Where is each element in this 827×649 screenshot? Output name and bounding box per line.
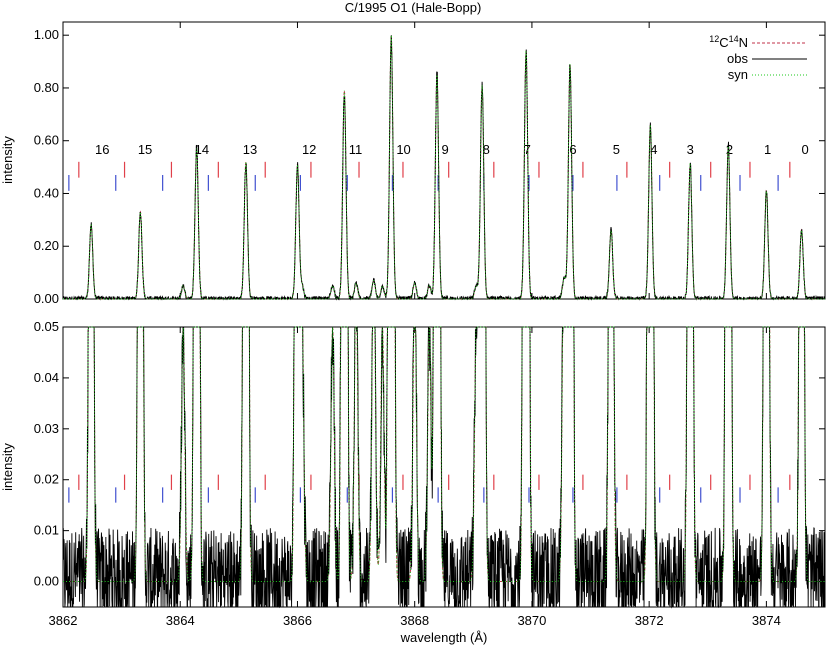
bot-xtick-label: 3868 bbox=[400, 613, 429, 628]
line-label: 8 bbox=[483, 142, 490, 157]
line-label: 11 bbox=[349, 142, 363, 157]
bot-ytick-label: 0.03 bbox=[34, 421, 59, 436]
top-x-axis bbox=[62, 22, 767, 299]
line-label: 0 bbox=[801, 142, 808, 157]
top-y-axis: 0.00 0.20 0.40 0.60 0.80 1.00 bbox=[34, 27, 825, 306]
bottom-series-group bbox=[62, 326, 826, 609]
top-obs-series-line bbox=[62, 35, 826, 301]
top-ylabel: intensity bbox=[0, 136, 15, 184]
line-label: 13 bbox=[243, 142, 257, 157]
bot-ytick-label: 0.02 bbox=[34, 472, 59, 487]
bot-ytick-label: 0.01 bbox=[34, 523, 59, 538]
bottom-line-annotations bbox=[68, 474, 791, 503]
line-label: 14 bbox=[195, 142, 209, 157]
line-label: 7 bbox=[524, 142, 531, 157]
line-label: 2 bbox=[726, 142, 733, 157]
legend: 12C14N obs syn bbox=[709, 34, 807, 82]
bot-ytick-label: 0.04 bbox=[34, 370, 59, 385]
bot-xtick-label: 3872 bbox=[635, 613, 664, 628]
figure-title: C/1995 O1 (Hale-Bopp) bbox=[345, 0, 482, 15]
top-ytick-label: 0.40 bbox=[34, 185, 59, 200]
top-plot-frame bbox=[62, 21, 826, 300]
top-panel: intensity 0.000.200.400.600.801.00 16 15 1… bbox=[0, 21, 826, 306]
bot-xtick-label: 3864 bbox=[166, 613, 195, 628]
line-label: 5 bbox=[613, 142, 620, 157]
line-label: 15 bbox=[138, 142, 152, 157]
top-series-group bbox=[62, 35, 826, 301]
top-ytick-label: 1.00 bbox=[34, 27, 59, 42]
bottom-panel: intensity 0.000.010.020.030.040.05 3862 3… bbox=[0, 319, 826, 628]
x-axis-label: wavelength (Å) bbox=[400, 630, 488, 645]
bot-xtick-label: 3874 bbox=[752, 613, 781, 628]
bot-xtick-label: 3870 bbox=[517, 613, 546, 628]
top-line-annotations: 16 15 14 13 12 11 10 9 8 7 6 5 4 3 2 1 0 bbox=[68, 142, 809, 191]
bottom-plot-frame bbox=[62, 326, 826, 608]
line-label: 4 bbox=[650, 142, 657, 157]
line-label: 10 bbox=[396, 142, 410, 157]
line-label: 12 bbox=[302, 142, 316, 157]
legend-obs-label: obs bbox=[727, 51, 748, 66]
line-label: 16 bbox=[95, 142, 109, 157]
bot-xtick-label: 3866 bbox=[283, 613, 312, 628]
line-label: 6 bbox=[569, 142, 576, 157]
line-label: 3 bbox=[687, 142, 694, 157]
legend-syn-label: syn bbox=[728, 67, 748, 82]
bottom-y-axis: 0.00 0.01 0.02 0.03 0.04 0.05 bbox=[34, 319, 825, 589]
top-ytick-label: 0.00 bbox=[34, 291, 59, 306]
bottom-ylabel: intensity bbox=[0, 443, 15, 491]
line-label: 9 bbox=[442, 142, 449, 157]
top-ytick-label: 0.60 bbox=[34, 133, 59, 148]
legend-cn-label: 12C14N bbox=[709, 34, 748, 50]
line-label: 1 bbox=[764, 142, 771, 157]
bottom-x-axis: 3862 3864 3866 3868 3870 3872 3874 bbox=[49, 327, 781, 628]
bot-ytick-label: 0.05 bbox=[34, 319, 59, 334]
bot-ytick-label: 0.00 bbox=[34, 574, 59, 589]
top-ytick-label: 0.80 bbox=[34, 80, 59, 95]
bot-xtick-label: 3862 bbox=[49, 613, 78, 628]
top-ytick-label: 0.20 bbox=[34, 238, 59, 253]
bot-obs-series-line bbox=[62, 326, 826, 609]
